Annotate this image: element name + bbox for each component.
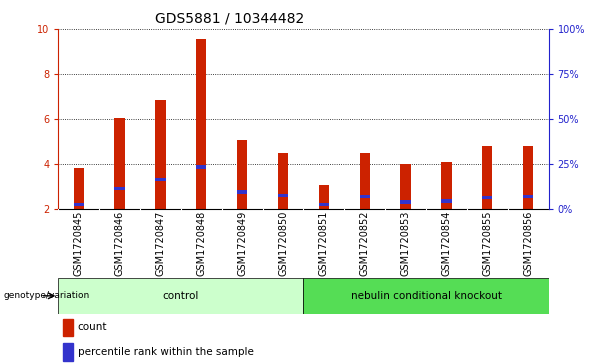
Bar <box>74 203 84 206</box>
Bar <box>278 193 288 197</box>
Text: GSM1720847: GSM1720847 <box>156 211 166 276</box>
Text: GSM1720848: GSM1720848 <box>196 211 206 276</box>
Bar <box>196 166 207 169</box>
Text: GSM1720852: GSM1720852 <box>360 211 370 276</box>
Bar <box>319 185 329 209</box>
Bar <box>63 319 73 336</box>
Bar <box>115 118 124 209</box>
Text: GDS5881 / 10344482: GDS5881 / 10344482 <box>155 11 305 25</box>
Bar <box>155 178 166 181</box>
Bar <box>441 199 452 203</box>
Text: GSM1720854: GSM1720854 <box>441 211 451 276</box>
Bar <box>278 152 288 209</box>
Text: GSM1720845: GSM1720845 <box>74 211 83 276</box>
Text: GSM1720849: GSM1720849 <box>237 211 247 276</box>
Bar <box>523 195 533 198</box>
Text: GSM1720851: GSM1720851 <box>319 211 329 276</box>
Bar <box>482 146 492 209</box>
Text: nebulin conditional knockout: nebulin conditional knockout <box>351 291 501 301</box>
Bar <box>441 162 452 209</box>
Bar <box>155 100 166 209</box>
Text: GSM1720850: GSM1720850 <box>278 211 288 276</box>
Bar <box>74 168 84 209</box>
Text: percentile rank within the sample: percentile rank within the sample <box>78 347 254 357</box>
Bar <box>63 343 73 360</box>
Bar <box>482 196 492 199</box>
FancyBboxPatch shape <box>303 278 549 314</box>
Bar <box>400 164 411 209</box>
Bar <box>360 195 370 198</box>
Text: GSM1720856: GSM1720856 <box>524 211 533 276</box>
Bar <box>360 152 370 209</box>
Bar <box>400 200 411 204</box>
Text: control: control <box>162 291 199 301</box>
Bar <box>237 190 247 193</box>
FancyBboxPatch shape <box>58 278 303 314</box>
Text: GSM1720855: GSM1720855 <box>482 211 492 276</box>
Bar <box>523 146 533 209</box>
Text: count: count <box>78 322 107 332</box>
Bar <box>115 187 124 190</box>
Text: genotype/variation: genotype/variation <box>3 291 89 300</box>
Text: GSM1720846: GSM1720846 <box>115 211 124 276</box>
Bar <box>319 203 329 206</box>
Bar <box>237 140 247 209</box>
Text: GSM1720853: GSM1720853 <box>401 211 411 276</box>
Bar <box>196 39 207 209</box>
